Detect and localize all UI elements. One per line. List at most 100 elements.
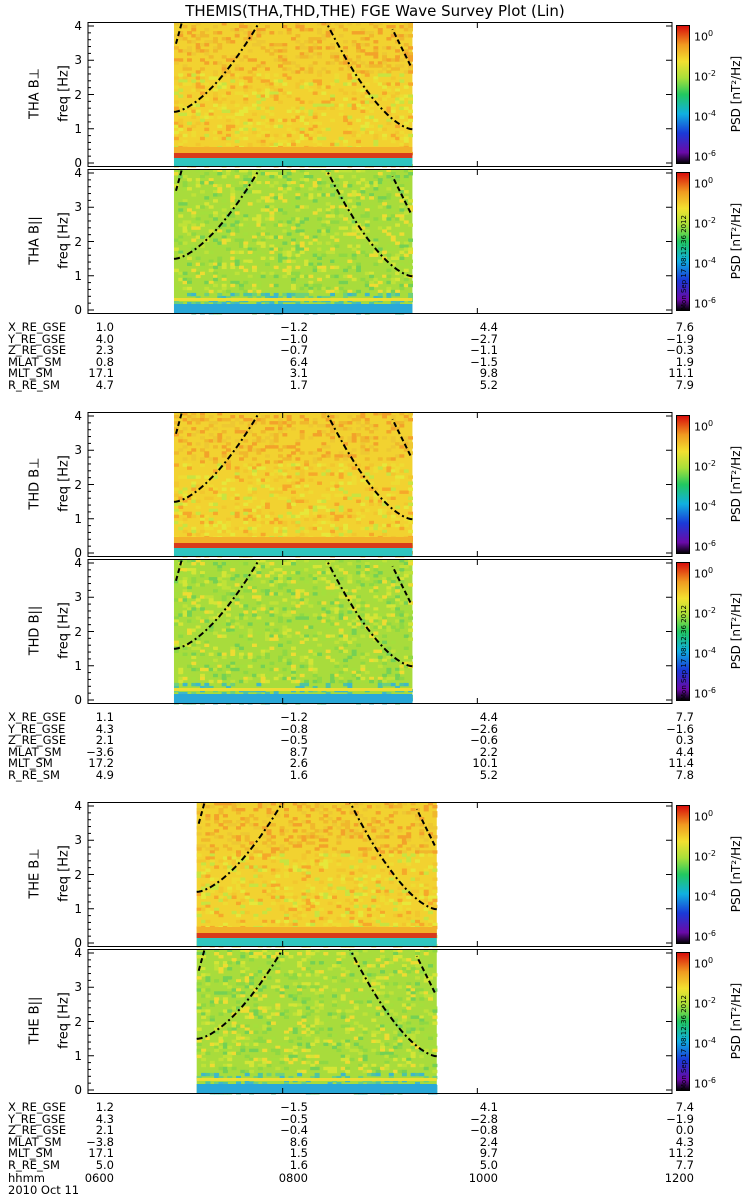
ephemeris-value: 7.9 [675, 378, 694, 392]
ephemeris-value: −1.2 [280, 710, 308, 724]
panel-label: THD B⊥ [27, 456, 43, 510]
ephemeris-value: 17.1 [88, 1146, 114, 1161]
time-row-label: 2010 Oct 11 [8, 1183, 80, 1197]
ephemeris-value: 2.2 [479, 744, 498, 759]
colorbar-tick-label: 10-6 [694, 1076, 716, 1091]
ephemeris-value: 1.5 [289, 1146, 308, 1161]
ephemeris-value: 4.3 [95, 1111, 114, 1126]
ephemeris-value: 7.6 [675, 320, 694, 334]
ephemeris-value: −0.8 [470, 1123, 498, 1138]
ephemeris-label: MLT_SM [8, 366, 53, 381]
colorbar-tick-label: 10-4 [694, 499, 716, 514]
pc-band [173, 543, 413, 548]
harmonic-curve [175, 559, 183, 582]
harmonic-curve [415, 955, 436, 993]
harmonic-curve [391, 418, 412, 456]
y-tick-label: 4 [74, 799, 82, 813]
harmonic-curve [175, 22, 183, 45]
ephemeris-value: −0.5 [280, 1111, 308, 1126]
ephemeris-label: Z_RE_GSE [8, 1123, 67, 1138]
colorbar-tick-label: 10-2 [694, 69, 716, 84]
colorbar-tick-label: 10-2 [694, 849, 716, 864]
panel-label: THE B⊥ [27, 847, 43, 899]
ephemeris-value: 7.7 [675, 1158, 694, 1172]
ephemeris-value: 11.4 [668, 756, 694, 771]
ephemeris-label: MLT_SM [8, 756, 53, 771]
panel-label: THE B|| [27, 996, 43, 1044]
ephemeris-label: R_RE_SM [8, 378, 60, 392]
y-tick-label: 3 [74, 833, 82, 848]
ephemeris-value: −0.7 [280, 343, 308, 358]
y-axis-label: freq [Hz] [56, 844, 72, 902]
colorbar-tick-label: 10-6 [694, 539, 716, 554]
y-tick-label: 1 [74, 121, 82, 136]
y-tick-label: 4 [74, 409, 82, 423]
colorbar-tick-label: 100 [694, 956, 714, 971]
ephemeris-value: −0.5 [280, 733, 308, 748]
colorbar-tick-label: 10-4 [694, 646, 716, 661]
ephemeris-label: Y_RE_GSE [8, 1111, 66, 1126]
harmonic-curve [197, 949, 206, 972]
panel-label: THA B⊥ [27, 67, 43, 119]
ephemeris-value: −1.9 [666, 1111, 694, 1126]
ephemeris-label: Y_RE_GSE [8, 721, 66, 736]
y-tick-label: 3 [74, 443, 82, 458]
colorbar-tick-label: 10-4 [694, 256, 716, 271]
y-tick-label: 3 [74, 590, 82, 605]
colorbar-label: PSD [nT²/Hz] [729, 445, 743, 522]
gyro-curve-left [196, 802, 285, 893]
gyro-curve-right [325, 412, 413, 521]
pc-band [196, 933, 437, 938]
timestamp: Mon Sep 17 08:12:36 2012 [680, 214, 688, 310]
gyro-curve-left [173, 169, 261, 260]
colorbar-tick-label: 10-4 [694, 109, 716, 124]
ephemeris-value: 3.1 [289, 366, 308, 381]
y-tick-label: 4 [74, 556, 82, 570]
colorbar [676, 805, 690, 944]
ephemeris-value: 4.4 [479, 710, 498, 724]
colorbar-tick-label: 100 [694, 29, 714, 44]
colorbar-tick-label: 10-2 [694, 606, 716, 621]
time-tick-label: 1000 [468, 1171, 498, 1185]
ephemeris-value: −0.6 [470, 733, 498, 748]
colorbar-tick-label: 10-6 [694, 149, 716, 164]
colorbar-label: PSD [nT²/Hz] [729, 55, 743, 132]
gyro-curve-right [325, 22, 413, 131]
colorbar-tick-label: 10-6 [694, 929, 716, 944]
ephemeris-label: X_RE_GSE [8, 1100, 67, 1114]
ephemeris-value: 8.6 [289, 1134, 308, 1149]
harmonic-curve [391, 28, 412, 66]
y-tick-label: 0 [74, 693, 82, 707]
ephemeris-value: 11.2 [668, 1146, 694, 1161]
colorbar [676, 562, 690, 701]
colorbar [676, 172, 690, 311]
harmonic-curve [391, 175, 412, 213]
ephemeris-value: 4.4 [675, 744, 694, 759]
ephemeris-label: MLAT_SM [8, 354, 62, 369]
colorbar-label: PSD [nT²/Hz] [729, 202, 743, 279]
ephemeris-value: 17.1 [88, 366, 114, 381]
harmonic-curve [175, 169, 183, 192]
colorbar-tick-label: 10-2 [694, 459, 716, 474]
ephemeris-value: −0.8 [280, 721, 308, 736]
ephemeris-value: 5.2 [479, 768, 498, 782]
spectrogram-panel [87, 802, 673, 948]
y-tick-label: 0 [74, 1083, 82, 1097]
y-tick-label: 1 [74, 511, 82, 526]
y-tick-label: 2 [74, 477, 82, 492]
spectrogram-panel [87, 22, 673, 168]
ephemeris-value: 8.7 [289, 744, 308, 759]
y-tick-label: 0 [74, 303, 82, 317]
ephemeris-label: Y_RE_GSE [8, 331, 66, 346]
ephemeris-value: −1.0 [280, 331, 308, 346]
y-tick-label: 2 [74, 234, 82, 249]
ephemeris-value: −3.8 [86, 1134, 114, 1149]
ephemeris-label: MLAT_SM [8, 1134, 62, 1149]
ephemeris-value: 7.4 [675, 1100, 694, 1114]
colorbar-tick-label: 10-2 [694, 996, 716, 1011]
spectrogram-panel [87, 169, 673, 315]
spectrogram-panel [87, 559, 673, 705]
colorbar-label: PSD [nT²/Hz] [729, 982, 743, 1059]
ephemeris-value: 2.1 [95, 733, 114, 748]
spectrogram-panel [87, 949, 673, 1095]
